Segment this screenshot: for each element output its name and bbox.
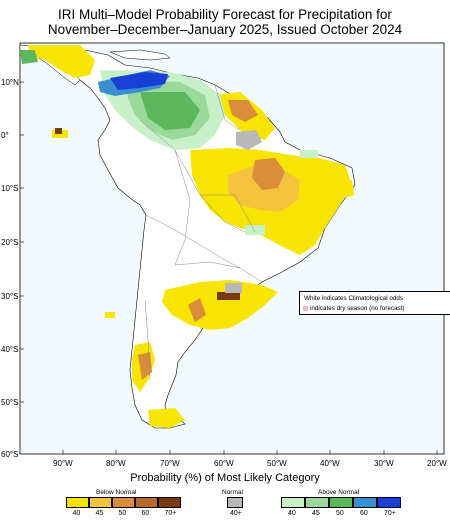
legend-tick-normal: 40+ [230,510,242,517]
legend-swatch-normal [227,497,243,508]
lon-label: 70°W [160,459,180,468]
legend-tick-below: 70+ [164,510,177,517]
note-line-dry-season: indicates dry season (no forecast) [303,305,405,312]
pink-swatch [303,305,308,311]
legend-swatch-above [305,497,329,508]
axis-ticks [20,81,438,454]
note-line-dry-season-text: indicates dry season (no forecast) [310,305,405,312]
caribbean-islands [109,49,171,61]
lon-label: 30°W [374,459,394,468]
legend-swatch-below [112,497,135,508]
lat-label: 50°S [1,398,19,407]
legend-tick-below: 40 [72,510,81,517]
legend-swatch-above [377,497,401,508]
legend-swatch-below [66,497,89,508]
legend-tick-above: 60 [360,510,368,517]
lon-label: 20°W [427,459,447,468]
legend-swatch-above [353,497,377,508]
legend-tick-below: 50 [118,510,127,517]
legend-swatch-below [135,497,158,508]
lon-label: 90°W [53,459,73,468]
lon-label: 40°W [320,459,340,468]
below-normal-areas [28,45,354,428]
lat-label: 20°S [1,238,19,247]
map-title-line1: IRI Multi–Model Probability Forecast for… [58,7,392,22]
lat-label: 30°S [1,292,19,301]
dry-season-note: White indicates Climatological odds indi… [299,291,450,315]
lon-label: 80°W [106,459,126,468]
lat-label: 10°S [1,184,19,193]
legend-tick-above: 50 [336,510,344,517]
lon-label: 50°W [267,459,287,468]
lat-label: 10°N [1,78,19,87]
lat-label: 40°S [1,345,19,354]
note-line-climatology: White indicates Climatological odds [304,295,404,302]
legend-swatch-above [281,497,305,508]
legend-tick-below: 45 [95,510,104,517]
legend-tick-above: 40 [288,510,296,517]
legend-tick-above: 70+ [384,510,396,517]
map-title-line2: November–December–January 2025, Issued O… [47,22,403,37]
legend-below-label: Below Normal [96,489,137,496]
legend-swatch-below [89,497,112,508]
legend-tick-above: 45 [312,510,320,517]
lat-label: 60°S [1,450,19,459]
lon-label: 60°W [214,459,234,468]
legend-title: Probability (%) of Most Likely Category [130,472,320,484]
legend-swatch-above [329,497,353,508]
legend-swatch-below [158,497,181,508]
lat-label: 0° [1,131,9,140]
normal-areas [225,130,262,293]
above-normal-areas [20,50,318,235]
country-borders [139,84,263,381]
legend-normal-label: Normal [222,489,243,496]
legend-above-label: Above Normal [318,489,360,496]
legend-tick-below: 60 [141,510,150,517]
